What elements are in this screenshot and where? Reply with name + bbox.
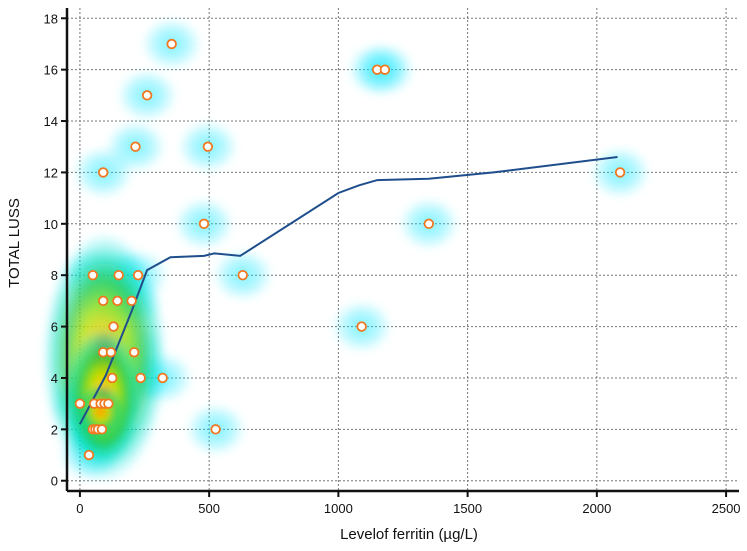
data-point	[83, 449, 95, 461]
x-tick-label: 1000	[324, 501, 353, 516]
data-point	[112, 295, 123, 307]
data-point	[97, 295, 109, 307]
data-point	[141, 90, 153, 101]
data-point	[126, 295, 137, 307]
data-point	[157, 372, 168, 384]
data-points	[74, 38, 626, 461]
data-point	[423, 218, 435, 230]
y-tick-label: 2	[51, 422, 58, 437]
data-point	[96, 424, 108, 435]
density-heatmap	[42, 17, 651, 483]
x-tick-label: 2500	[712, 501, 741, 516]
data-point	[128, 347, 140, 358]
data-point	[356, 321, 367, 332]
y-tick-label: 16	[44, 63, 58, 78]
y-tick-label: 8	[51, 268, 58, 283]
y-tick-label: 14	[44, 114, 58, 129]
data-point	[237, 269, 248, 281]
x-axis-title: Levelof ferritin (µg/L)	[340, 526, 478, 543]
y-tick-label: 4	[51, 371, 58, 386]
data-point	[113, 269, 124, 281]
y-tick-label: 0	[51, 474, 58, 489]
data-point	[132, 269, 144, 281]
y-axis-title: TOTAL LUSS	[6, 198, 23, 288]
data-point	[97, 167, 109, 178]
data-point	[202, 141, 214, 152]
density-peak	[78, 385, 123, 438]
x-tick-label: 1500	[453, 501, 482, 516]
data-point	[379, 64, 391, 75]
y-tick-label: 12	[44, 165, 58, 180]
x-tick-label: 500	[198, 501, 220, 516]
data-point	[198, 218, 210, 230]
data-point	[107, 372, 118, 384]
data-point	[210, 424, 221, 435]
data-point	[103, 398, 114, 409]
data-point	[108, 321, 119, 332]
data-point	[130, 141, 141, 152]
data-point	[135, 372, 146, 384]
data-point	[87, 269, 99, 281]
x-tick-label: 0	[76, 501, 83, 516]
data-point	[105, 347, 117, 358]
x-tick-label: 2000	[582, 501, 611, 516]
data-point	[74, 398, 86, 409]
data-point	[614, 167, 626, 178]
y-tick-label: 10	[44, 217, 58, 232]
y-tick-label: 18	[44, 11, 58, 26]
data-point	[166, 38, 177, 50]
axes: 0 500 1000 1500 2000 2500 0 2 4 6 8 10 12 14 16 18	[44, 8, 741, 516]
y-tick-label: 6	[51, 320, 58, 335]
